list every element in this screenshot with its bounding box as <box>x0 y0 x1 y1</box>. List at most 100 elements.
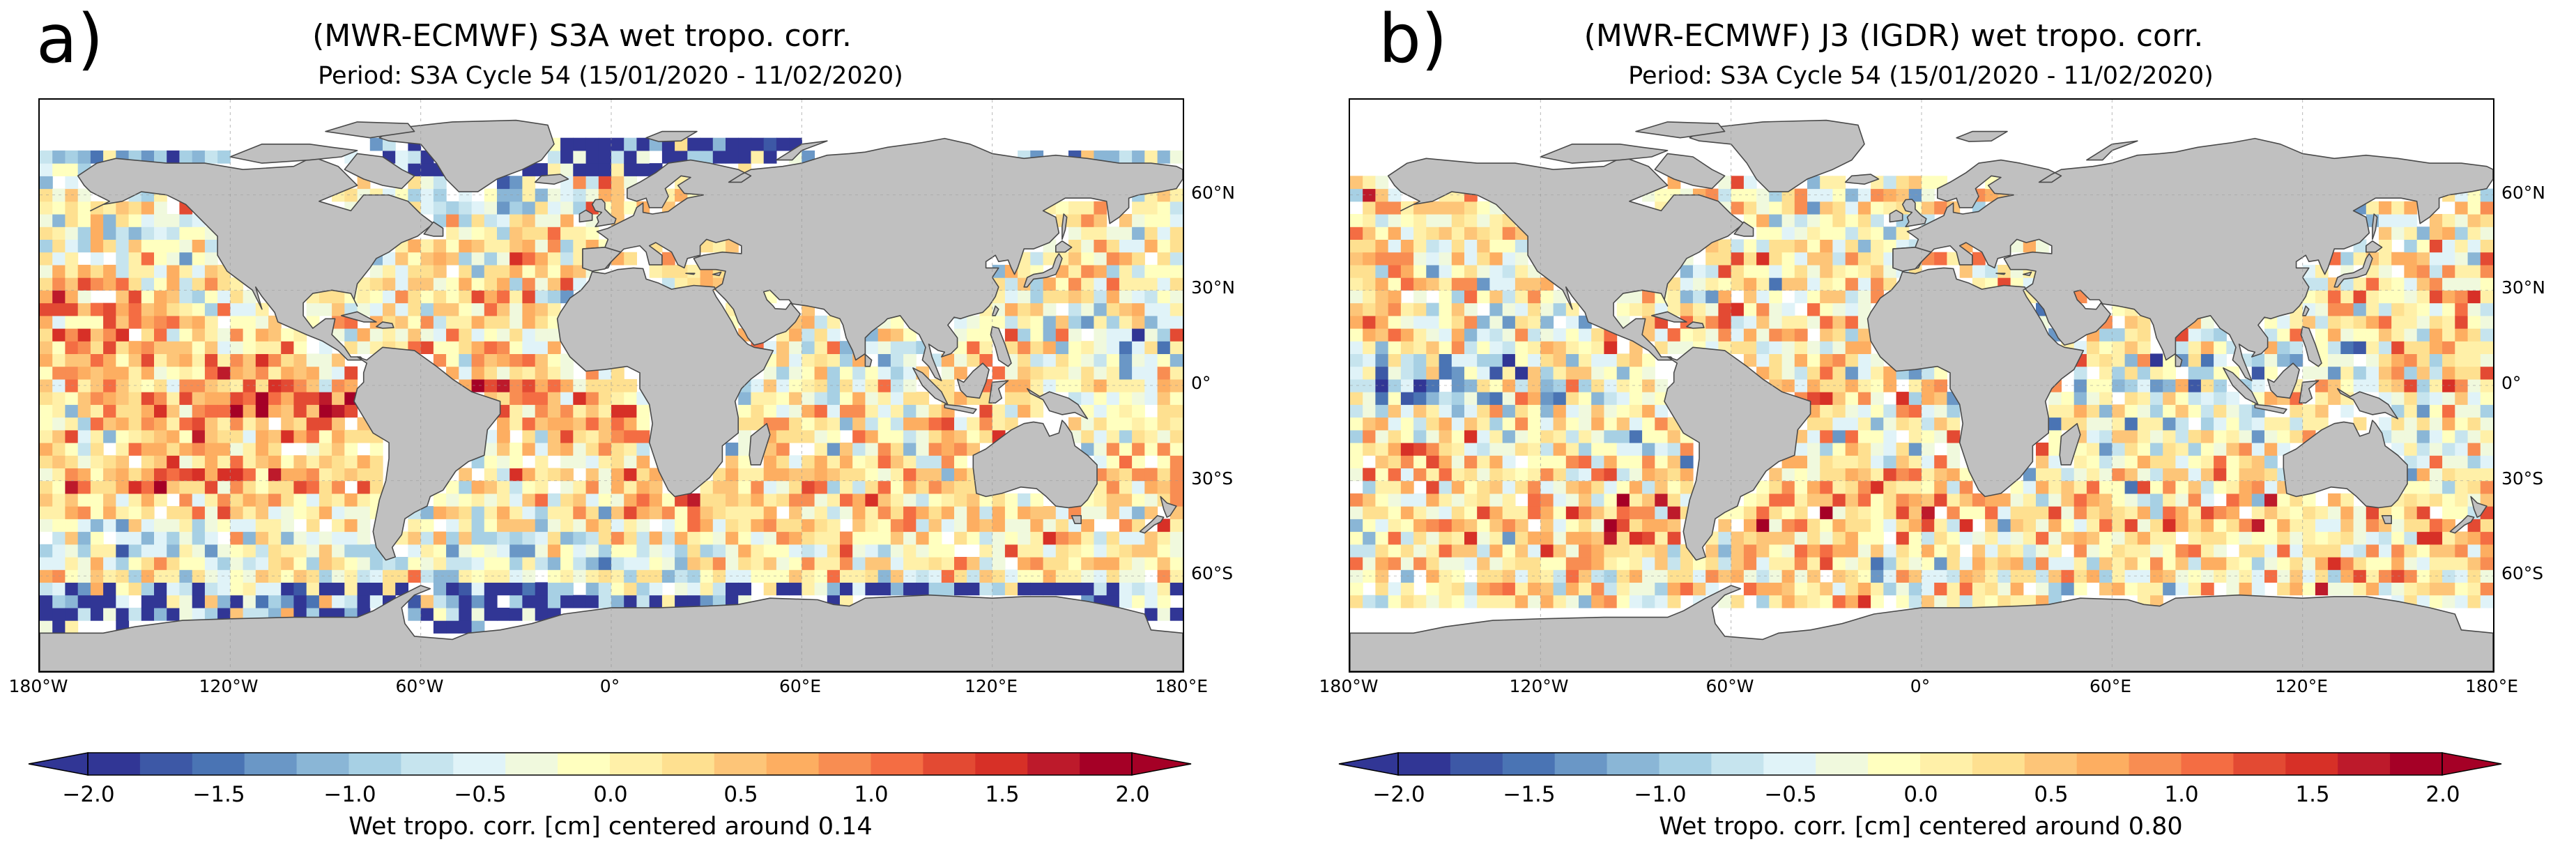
data-cell <box>1375 227 1389 240</box>
data-cell <box>1363 227 1376 240</box>
data-cell <box>408 277 422 291</box>
data-cell <box>1934 252 1947 266</box>
data-cell <box>65 429 79 443</box>
data-cell <box>52 455 66 468</box>
data-cell <box>1540 302 1554 316</box>
data-cell <box>319 353 332 367</box>
data-cell <box>2188 557 2202 570</box>
data-cell <box>1400 519 1414 533</box>
lon-label-60e: 60°E <box>779 676 822 696</box>
data-cell <box>611 163 624 176</box>
data-cell <box>522 277 536 291</box>
data-cell <box>1655 582 1669 596</box>
data-cell <box>128 443 142 456</box>
data-cell <box>535 214 549 227</box>
data-cell <box>1655 328 1669 342</box>
data-cell <box>2112 544 2126 558</box>
data-cell <box>2455 404 2469 418</box>
data-cell <box>1896 493 1910 507</box>
colorbar-segment <box>558 753 611 775</box>
data-cell <box>1540 443 1554 456</box>
data-cell <box>395 557 408 570</box>
land-arctic-islands <box>1540 144 1669 164</box>
data-cell <box>1845 480 1859 494</box>
data-cell <box>2150 417 2163 431</box>
data-cell <box>2073 392 2087 405</box>
data-cell <box>1119 468 1133 482</box>
data-cell <box>852 480 866 494</box>
data-cell <box>192 493 206 507</box>
data-cell <box>167 150 180 164</box>
data-cell <box>547 493 561 507</box>
data-cell <box>535 443 549 456</box>
data-cell <box>1144 417 1158 431</box>
data-cell <box>967 531 980 545</box>
data-cell <box>1857 201 1871 215</box>
data-cell <box>522 607 536 621</box>
data-cell <box>877 531 891 545</box>
data-cell <box>2086 404 2100 418</box>
data-cell <box>1515 595 1528 608</box>
data-cell <box>814 582 828 596</box>
data-cell <box>1845 506 1859 519</box>
data-cell <box>624 392 637 405</box>
data-cell <box>763 544 777 558</box>
data-cell <box>1756 506 1770 519</box>
data-cell <box>192 557 206 570</box>
data-cell <box>1170 557 1183 570</box>
data-cell <box>116 302 130 316</box>
data-cell <box>446 557 459 570</box>
data-cell <box>1743 302 1757 316</box>
data-cell <box>1832 328 1846 342</box>
data-cell <box>1820 239 1833 253</box>
data-cell <box>141 493 155 507</box>
data-cell <box>1477 328 1490 342</box>
data-cell <box>1553 429 1567 443</box>
data-cell <box>459 315 473 329</box>
data-cell <box>167 392 180 405</box>
data-cell <box>192 290 206 304</box>
data-cell <box>293 557 307 570</box>
data-cell <box>332 595 345 608</box>
data-cell <box>1591 404 1604 418</box>
data-cell <box>726 493 739 507</box>
lat-label-60s: 60°S <box>2501 563 2544 583</box>
data-cell <box>2353 531 2367 545</box>
data-cell <box>268 595 282 608</box>
data-cell <box>2226 429 2240 443</box>
data-cell <box>179 341 193 354</box>
data-cell <box>192 227 206 240</box>
data-cell <box>293 569 307 583</box>
data-cell <box>1375 595 1389 608</box>
data-cell <box>2124 417 2138 431</box>
data-cell <box>357 519 371 533</box>
data-cell <box>1081 341 1094 354</box>
data-cell <box>763 493 777 507</box>
data-cell <box>154 557 167 570</box>
data-cell <box>1439 366 1452 380</box>
data-cell <box>1388 480 1402 494</box>
data-cell <box>598 582 612 596</box>
data-cell <box>535 506 549 519</box>
data-cell <box>40 252 53 266</box>
data-cell <box>230 328 244 342</box>
data-cell <box>2429 353 2443 367</box>
data-cell <box>1502 480 1516 494</box>
data-cell <box>116 443 130 456</box>
data-cell <box>217 277 231 291</box>
data-cell <box>1375 417 1389 431</box>
data-cell <box>2175 443 2189 456</box>
data-cell <box>509 366 523 380</box>
data-cell <box>636 480 650 494</box>
data-cell <box>2124 519 2138 533</box>
data-cell <box>1515 239 1528 253</box>
data-cell <box>1565 366 1579 380</box>
data-cell <box>1756 302 1770 316</box>
data-cell <box>1094 315 1107 329</box>
data-cell <box>675 150 688 164</box>
data-cell <box>1934 544 1947 558</box>
data-cell <box>1081 366 1094 380</box>
data-cell <box>243 353 256 367</box>
data-cell <box>1426 404 1440 418</box>
data-cell <box>1820 582 1833 596</box>
